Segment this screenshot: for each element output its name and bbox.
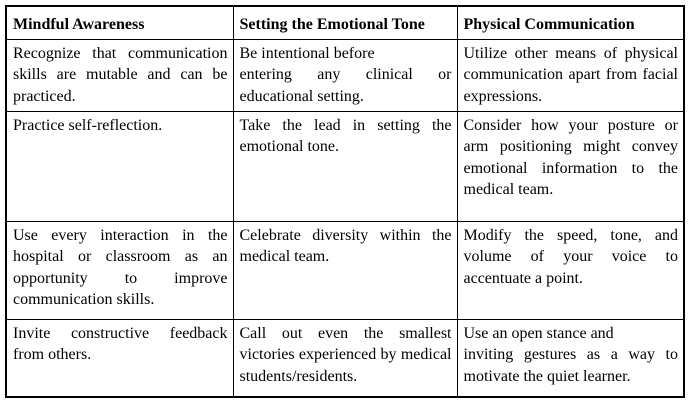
column-header-setting-emotional-tone: Setting the Emotional Tone — [232, 5, 458, 40]
table-cell: Use every interaction in the hospital or… — [5, 220, 234, 320]
table-cell: Celebrate diversity within the medical t… — [232, 220, 458, 320]
table-cell: Consider how your posture or arm positio… — [456, 110, 685, 222]
table-cell: Modify the speed, tone, and volume of yo… — [456, 220, 685, 320]
table-cell: Take the lead in setting the emotional t… — [232, 110, 458, 222]
table-row: Use every interaction in the hospital or… — [5, 220, 685, 320]
table-cell: Practice self-reflection. — [5, 110, 234, 222]
table-cell: Invite constructive feedback from others… — [5, 318, 234, 398]
communication-skills-table: Mindful Awareness Setting the Emotional … — [5, 5, 685, 398]
table-cell: Be intentional before entering any clini… — [232, 38, 458, 112]
table-cell: Use an open stance and inviting gestures… — [456, 318, 685, 398]
table-cell: Utilize other means of physical communic… — [456, 38, 685, 112]
column-header-physical-communication: Physical Communication — [456, 5, 685, 40]
column-header-mindful-awareness: Mindful Awareness — [5, 5, 234, 40]
table-cell: Call out even the smallest victories exp… — [232, 318, 458, 398]
table-row: Recognize that communication skills are … — [5, 38, 685, 112]
table-row: Practice self-reflection. Take the lead … — [5, 110, 685, 222]
table-cell: Recognize that communication skills are … — [5, 38, 234, 112]
table-row: Invite constructive feedback from others… — [5, 318, 685, 398]
table-header-row: Mindful Awareness Setting the Emotional … — [5, 5, 685, 40]
